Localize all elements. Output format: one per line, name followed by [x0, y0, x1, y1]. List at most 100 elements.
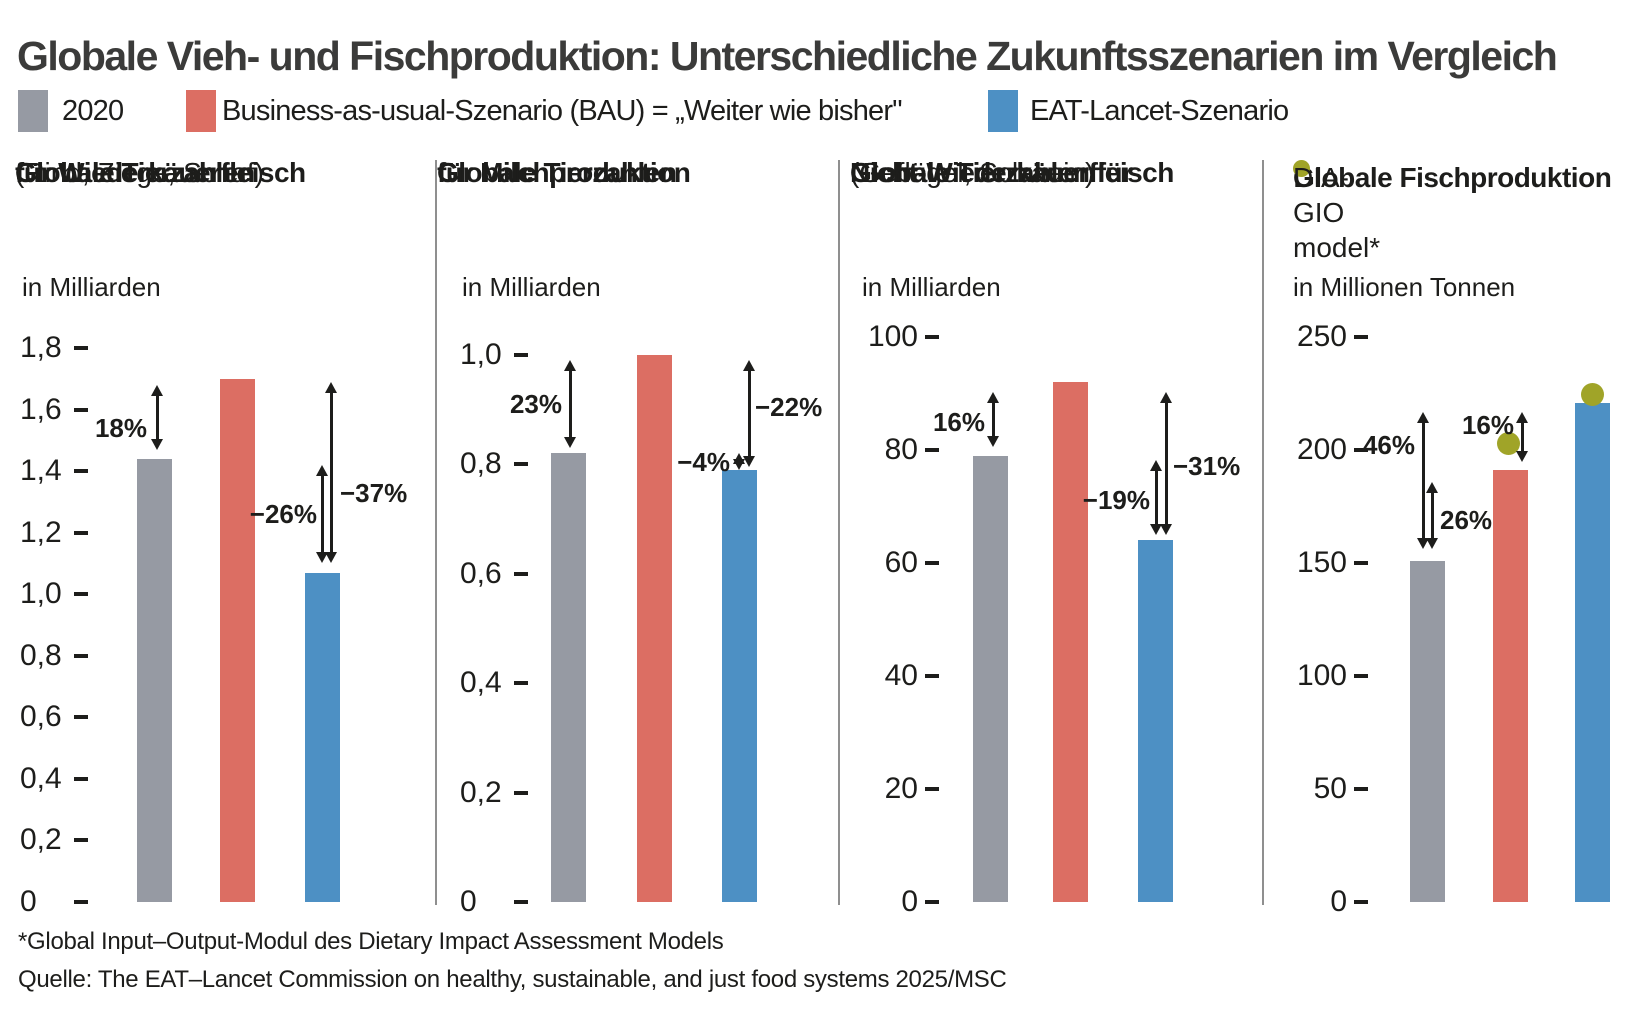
panel-divider	[435, 160, 437, 905]
annotation-arrow-line	[156, 393, 159, 441]
y-axis-tick	[925, 448, 939, 452]
arrow-up-icon	[1160, 391, 1172, 403]
axis-unit-label: in Millionen Tonnen	[1293, 272, 1516, 302]
y-axis-tick-label: 0,2	[20, 823, 62, 857]
axis-unit-label: in Milliarden	[862, 272, 1001, 302]
annotation-label: −4%	[677, 446, 730, 477]
annotation-arrow-line	[330, 390, 333, 555]
arrow-down-icon	[733, 458, 745, 470]
panel-title-line: Globale Fischproduktion	[1293, 162, 1612, 193]
axis-unit-label: in Milliarden	[22, 272, 161, 302]
axis-unit-label: in Milliarden	[462, 272, 601, 302]
annotation-label: 46%	[1362, 430, 1415, 461]
bar-2020	[1410, 560, 1445, 902]
y-axis-tick	[74, 715, 88, 720]
panel-subtitle: (Geflügel, Schwein)	[850, 157, 1095, 188]
model-label: DIA-GIO model*	[1293, 162, 1381, 263]
bar-eat-lancet-szenario	[1138, 540, 1173, 902]
y-axis-tick-label: 0	[20, 885, 37, 918]
y-axis-tick-label: 0,6	[460, 556, 502, 590]
bar-business-as-usual-szenario-b	[637, 355, 672, 902]
y-axis-tick	[74, 530, 88, 535]
bar-eat-lancet-szenario	[722, 469, 757, 902]
annotation-label: −37%	[340, 477, 408, 508]
bar-2020	[551, 453, 586, 902]
arrow-down-icon	[325, 552, 337, 564]
annotation-label: 23%	[509, 389, 562, 420]
y-axis-tick-label: 1,2	[20, 515, 62, 549]
y-axis-tick	[74, 653, 88, 658]
y-axis-tick	[74, 776, 88, 781]
y-axis-tick-label: 1,0	[20, 577, 62, 611]
y-axis-tick	[74, 838, 88, 843]
arrow-down-icon	[151, 438, 163, 450]
arrow-down-icon	[564, 436, 576, 448]
y-axis-tick	[925, 674, 939, 678]
arrow-down-icon	[1516, 451, 1528, 463]
y-axis-tick-label: 1,0	[460, 338, 502, 371]
arrow-up-icon	[325, 381, 337, 393]
annotation-arrow-line	[1521, 420, 1524, 454]
annotation-label: −19%	[1082, 484, 1150, 515]
dia-gio-dot-icon	[1293, 160, 1310, 177]
legend-swatch-blue	[988, 90, 1018, 132]
y-axis-tick	[1354, 900, 1368, 904]
y-axis-tick	[74, 407, 88, 412]
arrow-up-icon	[1426, 482, 1438, 494]
y-axis-tick	[74, 346, 88, 350]
y-axis-tick	[514, 462, 528, 467]
annotation-arrow-line	[748, 369, 751, 459]
annotation-arrow-line	[1165, 400, 1168, 526]
y-axis-tick	[1354, 561, 1368, 565]
annotation-label: −31%	[1173, 450, 1241, 481]
annotation-arrow-line	[1422, 421, 1425, 541]
arrow-up-icon	[1150, 459, 1162, 471]
bar-business-as-usual-szenario-b	[220, 378, 255, 902]
arrow-down-icon	[1150, 523, 1162, 535]
annotation-label: −22%	[755, 391, 823, 422]
y-axis-tick	[925, 787, 939, 791]
panel-title-line: für Wiederkäuerfleisch	[15, 157, 306, 188]
y-axis-tick	[514, 571, 528, 576]
y-axis-tick-label: 0,6	[20, 700, 62, 734]
arrow-up-icon	[743, 360, 755, 372]
bar-2020	[137, 458, 172, 902]
arrow-up-icon	[316, 464, 328, 476]
y-axis-tick	[74, 900, 88, 904]
arrow-down-icon	[987, 435, 999, 447]
y-axis-tick	[1354, 787, 1368, 791]
legend-label-red: Business-as-usual-Szenario (BAU) = „Weit…	[222, 95, 903, 127]
y-axis-tick-label: 0,8	[460, 447, 502, 481]
y-axis-tick-label: 50	[1313, 772, 1347, 805]
bar-eat-lancet-szenario	[305, 572, 340, 902]
y-axis-tick-label: 20	[884, 772, 918, 805]
panel-divider	[838, 160, 840, 905]
legend-swatch-gray	[18, 90, 48, 132]
arrow-up-icon	[987, 391, 999, 403]
panel-title-line: Nicht-Wiederkäuerfleisch	[850, 157, 1174, 188]
arrow-down-icon	[1426, 538, 1438, 550]
arrow-up-icon	[151, 384, 163, 396]
y-axis-tick	[1354, 674, 1368, 678]
y-axis-tick-label: 0,2	[460, 775, 502, 809]
y-axis-tick-label: 40	[884, 659, 918, 692]
annotation-label: 16%	[1461, 410, 1514, 441]
bar-business-as-usual-szenario-b	[1053, 382, 1088, 902]
y-axis-tick-label: 60	[884, 546, 918, 579]
y-axis-tick	[925, 900, 939, 904]
bar-business-as-usual-szenario-b	[1493, 470, 1528, 902]
dia-gio-dot	[1497, 432, 1520, 456]
annotation-label: 26%	[1440, 505, 1493, 536]
arrow-down-icon	[743, 456, 755, 468]
y-axis-tick-label: 0	[460, 885, 477, 918]
bar-2020	[973, 455, 1008, 902]
annotation-label: 16%	[932, 406, 985, 437]
y-axis-tick	[514, 900, 528, 904]
y-axis-tick-label: 0,4	[460, 666, 502, 700]
y-axis-tick-label: 250	[1296, 320, 1347, 353]
arrow-up-icon	[1417, 412, 1429, 424]
y-axis-tick	[514, 790, 528, 795]
